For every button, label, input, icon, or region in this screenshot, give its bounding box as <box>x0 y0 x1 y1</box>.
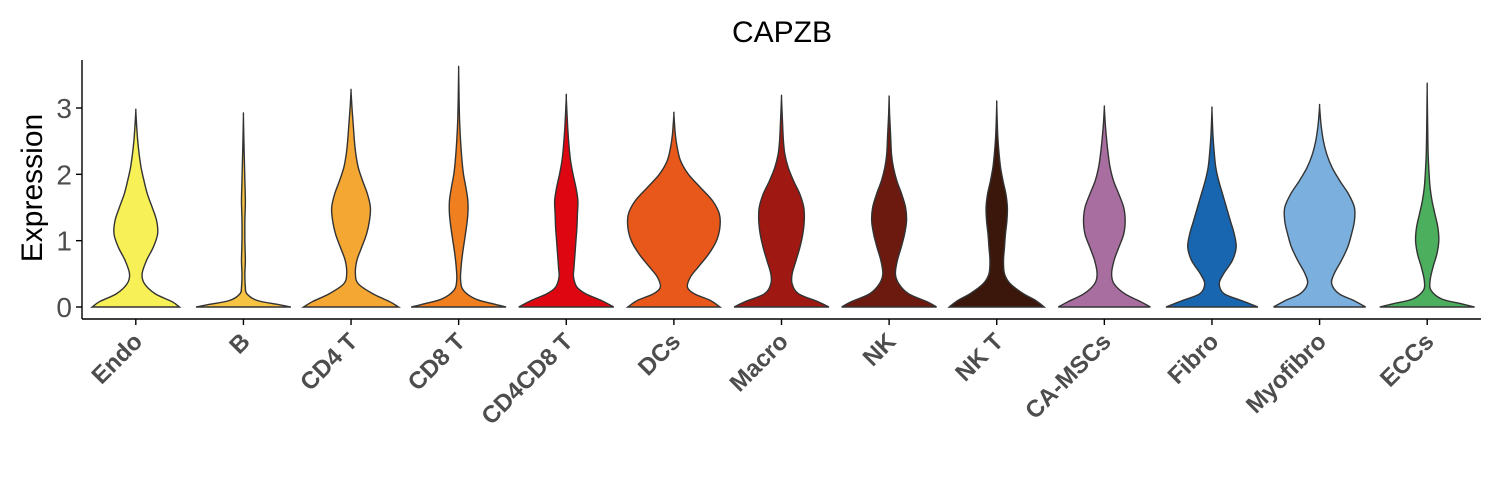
violin-eccs <box>1379 82 1475 308</box>
x-axis-ticks: Endo B CD4 T CD8 T CD4CD8 T DCs Macro NK NK T CA-… <box>87 319 1439 430</box>
chart-title: CAPZB <box>732 16 832 49</box>
y-axis-label: Expression <box>16 114 49 262</box>
y-tick-label: 2 <box>56 159 72 190</box>
x-tick-label: Fibro <box>1163 328 1225 390</box>
x-tick-label: ECCs <box>1375 328 1439 392</box>
x-tick-label: B <box>224 328 255 359</box>
violin-group <box>90 65 1475 308</box>
violin-cd8-t <box>411 65 507 308</box>
violin-cd4-t <box>301 88 402 308</box>
x-tick-label: Macro <box>725 328 794 397</box>
violin-fibro <box>1165 106 1259 308</box>
y-tick-label: 1 <box>56 226 72 257</box>
x-tick-label: NK <box>858 328 902 372</box>
y-tick-label: 3 <box>56 93 72 124</box>
violin-dcs <box>625 111 723 308</box>
violin-endo <box>90 108 182 308</box>
x-tick-label: CD8 T <box>403 328 471 396</box>
violin-cd4cd8-t <box>518 93 615 308</box>
y-tick-label: 0 <box>56 292 72 323</box>
x-tick-label: Myofibro <box>1241 328 1332 419</box>
x-tick-label: DCs <box>633 328 686 381</box>
violin-nk-t <box>947 100 1047 308</box>
violin-b <box>195 112 292 308</box>
x-tick-label: NK T <box>950 328 1009 387</box>
violin-ca-mscs <box>1058 105 1151 308</box>
violin-nk <box>841 95 937 308</box>
x-tick-label: CD4CD8 T <box>476 328 578 430</box>
y-axis-ticks: 0 1 2 3 <box>56 93 82 323</box>
violin-macro <box>733 94 830 308</box>
violin-myofibro <box>1273 103 1366 308</box>
x-tick-label: CA-MSCs <box>1020 328 1116 424</box>
x-tick-label: CD4 T <box>295 328 363 396</box>
x-tick-label: Endo <box>87 328 149 390</box>
